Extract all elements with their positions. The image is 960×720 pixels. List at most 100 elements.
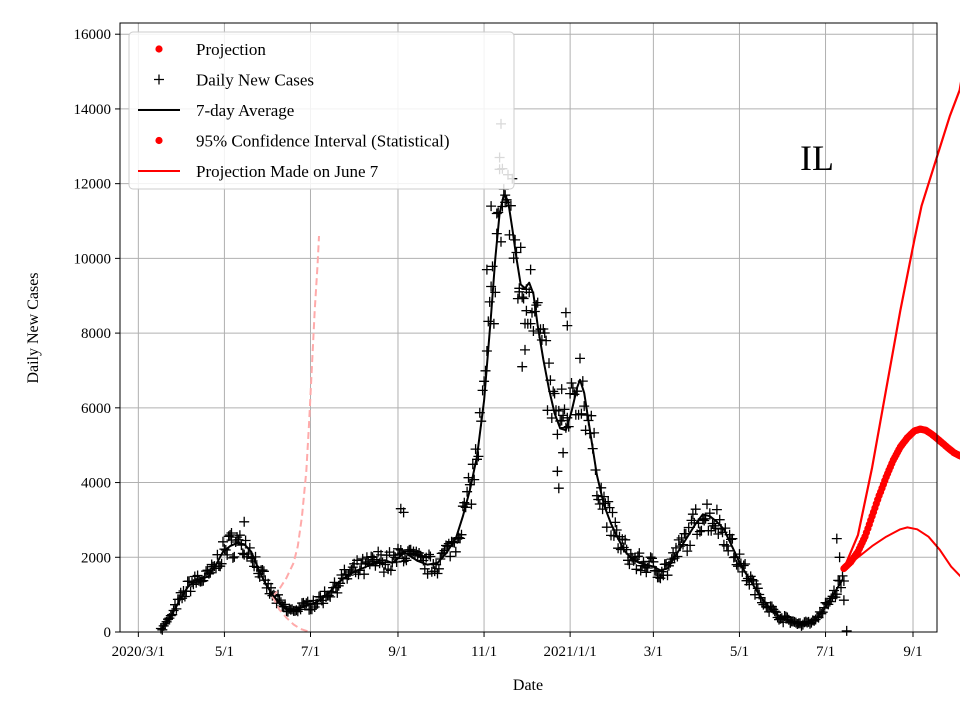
ci-lower-line [843, 526, 960, 578]
daily-new-cases-marker [359, 569, 370, 580]
daily-new-cases-marker [556, 415, 567, 426]
legend-dot-icon [155, 45, 163, 53]
daily-new-cases-marker [831, 533, 842, 544]
legend-item: 7-day Average [138, 101, 294, 120]
daily-new-cases-marker [487, 261, 498, 272]
daily-new-cases-marker [559, 404, 570, 415]
daily-new-cases-marker [654, 572, 664, 583]
daily-new-cases-marker [469, 474, 480, 485]
daily-new-cases-marker [549, 388, 560, 399]
daily-new-cases-marker [558, 410, 569, 421]
daily-new-cases-marker [401, 555, 412, 566]
seven-day-average-line [160, 193, 844, 631]
y-axis: 0 2000 4000 6000 8000 10000 12000 14000 16000 [74, 27, 120, 641]
y-tick-label: 0 [104, 625, 112, 641]
y-tick-label: 6000 [81, 401, 111, 417]
daily-new-cases-marker [215, 561, 226, 572]
daily-new-cases-marker [552, 429, 563, 440]
daily-new-cases-marker [544, 358, 554, 369]
daily-new-cases-marker [525, 264, 536, 275]
ci-upper-line [842, 81, 960, 569]
legend-label: 95% Confidence Interval (Statistical) [196, 132, 450, 151]
daily-new-cases-marker [553, 483, 564, 494]
daily-new-cases-marker [683, 522, 694, 533]
x-tick-label: 9/1 [388, 644, 407, 660]
y-tick-label: 12000 [74, 177, 112, 193]
legend-item: Projection Made on June 7 [138, 162, 379, 181]
daily-new-cases-marker [714, 514, 725, 525]
x-tick-label: 5/1 [730, 644, 749, 660]
daily-new-cases-marker [562, 320, 573, 331]
daily-new-cases-marker [702, 499, 712, 510]
daily-new-cases-marker [593, 494, 604, 505]
daily-new-cases-marker [388, 550, 399, 561]
daily-new-cases-marker [518, 293, 529, 304]
daily-new-cases-marker [398, 507, 409, 518]
daily-new-cases-marker [432, 568, 443, 579]
daily-new-cases-marker [648, 556, 659, 567]
daily-new-cases-marker [603, 496, 614, 507]
y-tick-label: 4000 [81, 476, 111, 492]
x-axis: 2020/3/1 5/1 7/1 9/1 11/1 2021/1/1 3/1 5/1 7/1 9/… [112, 632, 923, 660]
legend-item: 95% Confidence Interval (Statistical) [155, 132, 450, 151]
plot-frame [119, 22, 938, 633]
y-axis-label: Daily New Cases [25, 272, 42, 383]
daily-new-cases-marker [521, 305, 532, 316]
y-tick-label: 14000 [74, 102, 112, 118]
daily-new-cases-marker [699, 515, 710, 526]
daily-new-cases-marker [240, 535, 251, 546]
daily-new-cases-marker [546, 413, 557, 423]
legend: Projection Daily New Cases 7-day Average 95… [128, 31, 515, 190]
daily-new-cases-marker [552, 466, 563, 477]
daily-new-cases-marker [459, 497, 470, 508]
daily-new-cases-marker [218, 536, 228, 547]
legend-label: Projection [196, 40, 266, 59]
daily-new-cases-marker [610, 517, 621, 528]
daily-new-cases-marker [541, 335, 552, 346]
daily-new-cases-marker [433, 563, 444, 574]
daily-new-cases-marker [539, 328, 550, 338]
daily-new-cases-marker [834, 552, 845, 563]
x-tick-label: 9/1 [903, 644, 922, 660]
y-tick-label: 16000 [74, 27, 112, 43]
y-tick-label: 8000 [81, 326, 111, 342]
daily-new-cases-marker [607, 507, 618, 518]
legend-item: Daily New Cases [154, 71, 314, 90]
daily-new-cases-marker [226, 528, 237, 538]
daily-new-cases-marker [579, 401, 590, 412]
x-tick-label: 3/1 [644, 644, 663, 660]
daily-new-cases-marker [486, 201, 497, 212]
daily-new-cases-marker [560, 307, 571, 318]
daily-new-cases-marker [685, 540, 696, 551]
x-tick-label: 7/1 [816, 644, 835, 660]
daily-new-cases-marker [481, 264, 492, 275]
daily-new-cases-marker [185, 586, 196, 597]
daily-new-cases-marker [385, 565, 396, 576]
daily-new-cases-marker [515, 242, 526, 253]
projection-series [840, 425, 960, 573]
daily-new-cases-marker [711, 504, 722, 515]
daily-new-cases-marker [227, 552, 238, 563]
daily-new-cases-marker [694, 526, 705, 537]
projection-june7-upper-line [271, 235, 320, 598]
daily-new-cases-marker [841, 625, 852, 636]
daily-new-cases-marker [599, 491, 609, 502]
x-tick-label: 2021/1/1 [543, 644, 596, 660]
daily-new-cases-marker [222, 549, 233, 560]
x-tick-label: 2020/3/1 [112, 644, 165, 660]
daily-new-cases-marker [483, 316, 494, 327]
daily-new-cases-marker [838, 595, 849, 606]
daily-new-cases-marker [723, 545, 734, 556]
x-tick-label: 5/1 [215, 644, 234, 660]
legend-dot-icon [155, 136, 163, 145]
daily-new-cases-marker [837, 570, 848, 581]
daily-new-cases-marker [456, 529, 467, 540]
daily-new-cases-marker [520, 344, 530, 355]
legend-box [128, 31, 515, 190]
daily-new-cases-marker [553, 405, 564, 416]
daily-new-cases-marker [479, 376, 490, 387]
daily-new-cases-marker [575, 353, 585, 364]
daily-new-cases-marker [538, 324, 549, 334]
daily-new-cases-marker [558, 447, 569, 458]
daily-new-cases-marker [709, 520, 720, 531]
